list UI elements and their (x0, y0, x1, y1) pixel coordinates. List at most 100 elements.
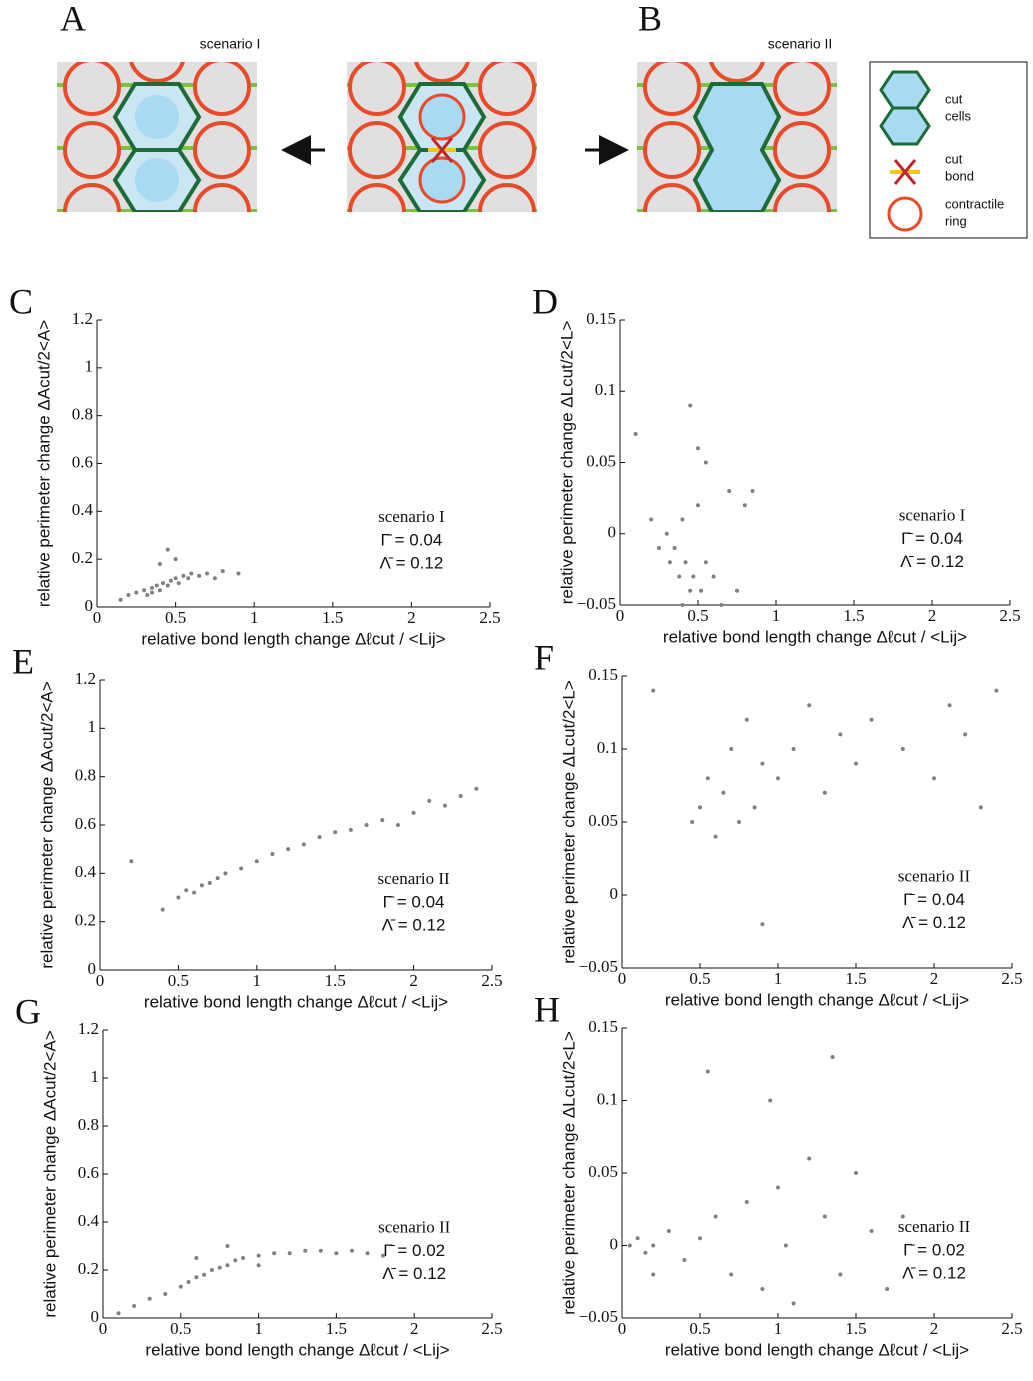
x-axis-label: relative bond length change Δℓcut / <Lij… (145, 1340, 449, 1359)
point (760, 922, 765, 927)
contractile-ring (193, 62, 251, 116)
legend-ring-icon (887, 196, 923, 232)
contractile-ring (0, 90, 54, 144)
y-tick-label: 0.6 (72, 452, 93, 471)
point (165, 547, 170, 552)
point (963, 732, 968, 737)
point (680, 517, 685, 522)
point (134, 590, 139, 595)
cut-mark (430, 137, 454, 163)
point (395, 823, 400, 827)
y-tick-label: 0.15 (588, 665, 618, 684)
x-tick-label: 1.5 (843, 606, 864, 625)
point (651, 1272, 656, 1277)
y-axis-label: relative perimeter change ΔAcut/2<A> (40, 1030, 59, 1317)
point (303, 1248, 308, 1253)
legend-bond-icon (893, 159, 917, 185)
point (768, 1098, 773, 1103)
point (186, 576, 191, 581)
y-tick-label: 1.2 (72, 309, 93, 328)
contractile-ring (285, 90, 339, 144)
y-tick-label: −0.05 (577, 594, 616, 613)
y-tick-label: 1 (85, 357, 94, 376)
point (194, 1256, 199, 1260)
point (664, 531, 669, 536)
y-tick-label: 0.4 (75, 862, 97, 881)
contractile-ring (545, 216, 599, 270)
point (672, 546, 677, 550)
point (178, 1284, 183, 1289)
y-tick-label: 0.1 (595, 380, 616, 399)
point (192, 890, 197, 895)
point (854, 1171, 858, 1175)
x-tick-label: 0.5 (168, 971, 189, 990)
point (703, 460, 708, 465)
x-tick-label: 0 (618, 1319, 627, 1338)
x-tick-label: 0 (616, 606, 625, 625)
x-tick-label: 0.5 (689, 1319, 710, 1338)
x-tick-label: 0.5 (687, 606, 708, 625)
contractile-ring (348, 62, 406, 116)
point (691, 574, 696, 579)
point (381, 1253, 386, 1258)
x-tick-label: 1.5 (845, 1319, 866, 1338)
y-tick-label: 0 (608, 523, 617, 542)
point (165, 583, 170, 588)
y-tick-label: 1 (88, 717, 97, 736)
contractile-ring (193, 121, 251, 179)
y-tick-label: 1 (91, 1067, 100, 1086)
point (333, 830, 338, 835)
point (202, 1272, 207, 1277)
annotation: scenario II (898, 1217, 971, 1236)
panel-label: C (9, 281, 33, 321)
contractile-ring (63, 183, 121, 212)
x-tick-label: 2.5 (999, 606, 1020, 625)
x-tick-label: 2 (409, 971, 418, 990)
y-tick-label: 0.2 (75, 911, 96, 930)
contractile-ring (478, 62, 536, 116)
y-tick-label: 1.2 (78, 1019, 99, 1038)
contractile-ring (0, 153, 54, 207)
point (197, 573, 202, 578)
x-axis-label: relative bond length change Δℓcut / <Lij… (665, 1340, 969, 1359)
point (256, 1253, 261, 1258)
point (181, 573, 186, 578)
point (633, 432, 638, 436)
point (142, 588, 147, 593)
x-tick-label: 1.5 (322, 608, 343, 627)
point (713, 834, 718, 839)
contractile-ring (773, 62, 831, 116)
x-tick-label: 1 (774, 1319, 783, 1338)
point (132, 1304, 137, 1308)
point (750, 489, 755, 493)
x-tick-label: 2 (928, 606, 937, 625)
x-axis-label: relative bond length change Δℓcut / <Lij… (663, 627, 967, 646)
x-tick-label: 1 (253, 971, 262, 990)
contractile-ring (63, 121, 121, 179)
contractile-ring (414, 62, 470, 83)
point (885, 1287, 890, 1291)
point (189, 571, 194, 576)
diagram (0, 62, 837, 270)
annotation: scenario I (378, 507, 445, 526)
point (150, 585, 155, 590)
y-tick-label: 0 (91, 1307, 100, 1326)
point (699, 588, 704, 593)
panel-label: E (12, 641, 34, 681)
point (173, 557, 178, 562)
y-tick-label: 0.1 (597, 738, 618, 757)
legend-text: cut (945, 151, 963, 166)
legend-text: ring (945, 213, 967, 228)
panel-label: G (15, 991, 41, 1031)
point (657, 546, 661, 550)
point (682, 1258, 687, 1262)
contractile-ring (545, 153, 599, 207)
point (225, 1244, 230, 1248)
point (458, 794, 463, 798)
point (900, 747, 905, 751)
annotation: scenario II (378, 1218, 451, 1237)
point (150, 590, 155, 595)
x-axis-label: relative bond length change Δℓcut / <Lij… (141, 629, 445, 648)
point (776, 1185, 780, 1190)
